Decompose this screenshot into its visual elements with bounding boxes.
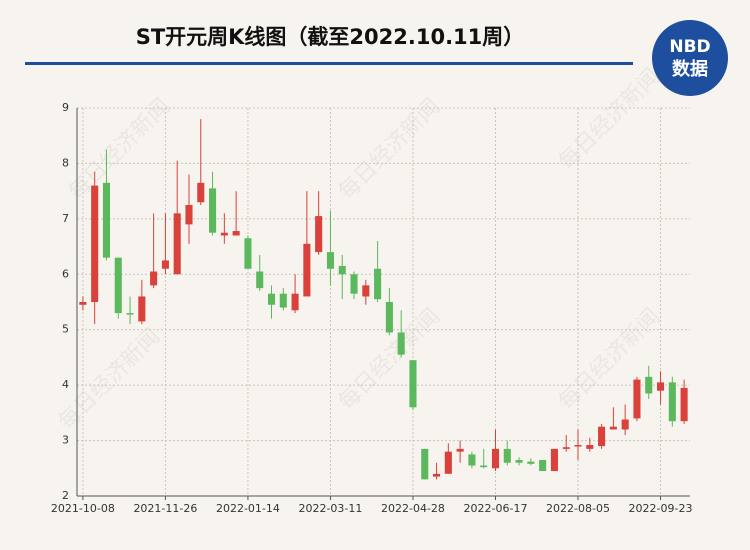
logo-caption: 数据 [672,58,708,80]
candle-body [185,205,193,225]
candle-body [480,465,488,468]
candle-body [114,257,122,314]
candle-body [338,265,346,275]
candle-body [586,445,594,449]
candle-body [291,293,299,311]
candle-body [444,451,452,474]
candle-body [539,459,547,472]
candle-body [527,461,535,464]
candle-body [598,426,606,447]
candle-body [421,448,429,480]
logo [652,20,728,96]
candle-body [621,419,629,430]
candle-body [91,185,99,302]
candle-body [362,285,370,297]
candle-body [279,293,287,308]
candle-body [468,454,476,466]
logo-brand: NBD [669,37,710,57]
candle-body [574,445,582,447]
candle-body [656,382,665,391]
y-tick-label: 2 [62,489,69,502]
candle-body [609,426,617,430]
x-tick-label: 2022-03-11 [298,502,362,515]
candle-body [150,271,158,286]
candle-body [491,448,500,469]
candle-body [456,448,464,452]
candle-body [503,448,511,463]
y-tick-label: 6 [62,267,69,280]
candle-body [256,271,264,289]
candle-body [433,473,441,477]
y-tick-label: 5 [62,323,69,336]
candle-body [550,448,558,472]
x-tick-label: 2022-06-17 [464,502,528,515]
y-tick-label: 7 [62,212,69,225]
x-tick-label: 2022-08-05 [546,502,610,515]
candle-body [220,232,228,236]
candle-body [173,213,181,275]
candle-body [102,182,111,258]
y-tick-label: 8 [62,156,69,169]
x-tick-label: 2022-01-14 [216,502,280,515]
candle-body [244,238,252,269]
candle-body [562,447,570,449]
candle-body [161,260,169,269]
candle-body [680,387,688,422]
y-tick-label: 4 [62,378,69,391]
title-rule [25,62,633,65]
candle-body [645,376,653,394]
x-tick-label: 2022-09-23 [629,502,693,515]
candle-body [138,296,146,322]
chart-title: ST开元周K线图（截至2022.10.11周） [136,25,525,49]
candle-body [209,188,217,233]
candle-body [668,382,676,422]
candle-body [326,252,334,269]
candle-body [126,313,134,315]
candle-body [374,268,382,300]
candle-body [232,231,240,236]
candle-body [409,360,417,408]
candle-body [397,332,405,355]
candle-body [350,274,358,294]
y-tick-label: 3 [62,434,69,447]
x-tick-label: 2021-10-08 [51,502,115,515]
candle-body [197,182,205,203]
x-tick-label: 2022-04-28 [381,502,445,515]
candle-body [79,302,87,305]
candle-body [267,293,276,305]
candle-body [315,216,323,253]
y-tick-label: 9 [62,101,69,114]
x-tick-label: 2021-11-26 [133,502,197,515]
candle-body [385,302,393,333]
candle-body [515,459,523,463]
candle-body [633,379,641,419]
candle-body [303,243,311,297]
